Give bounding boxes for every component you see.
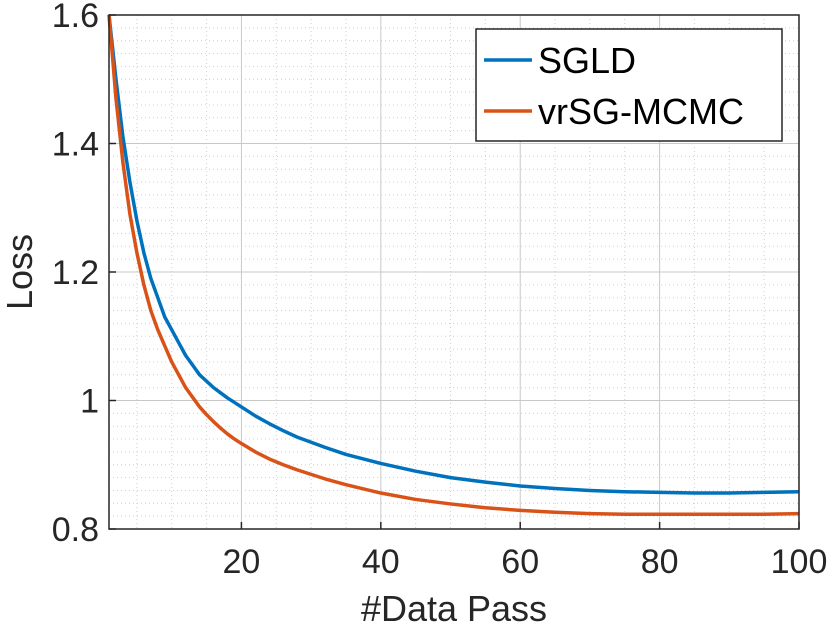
y-axis-title: Loss [0,234,40,310]
series-layer [107,14,800,516]
legend-label-vrsg-mcmc: vrSG-MCMC [538,91,744,132]
x-tick-label: 100 [771,543,828,581]
legend-label-sgld: SGLD [538,40,636,81]
legend: SGLD vrSG-MCMC [475,28,783,142]
x-tick-label: 20 [223,543,261,581]
x-tick-label: 80 [641,543,679,581]
x-tick-label: 60 [501,543,539,581]
x-axis-title: #Data Pass [361,588,547,629]
legend-box [475,28,783,142]
series-line-vrsg-mcmc [107,14,800,516]
x-tick-label: 40 [362,543,400,581]
series-line-sgld [107,14,800,495]
ticks: 20 40 60 80 100 0.8 1 1.2 1.4 1.6 [52,0,828,581]
y-tick-label: 1.2 [52,254,99,292]
y-tick-label: 1 [80,383,99,421]
y-tick-label: 0.8 [52,511,99,549]
y-tick-label: 1.6 [52,0,99,35]
y-tick-label: 1.4 [52,126,99,164]
